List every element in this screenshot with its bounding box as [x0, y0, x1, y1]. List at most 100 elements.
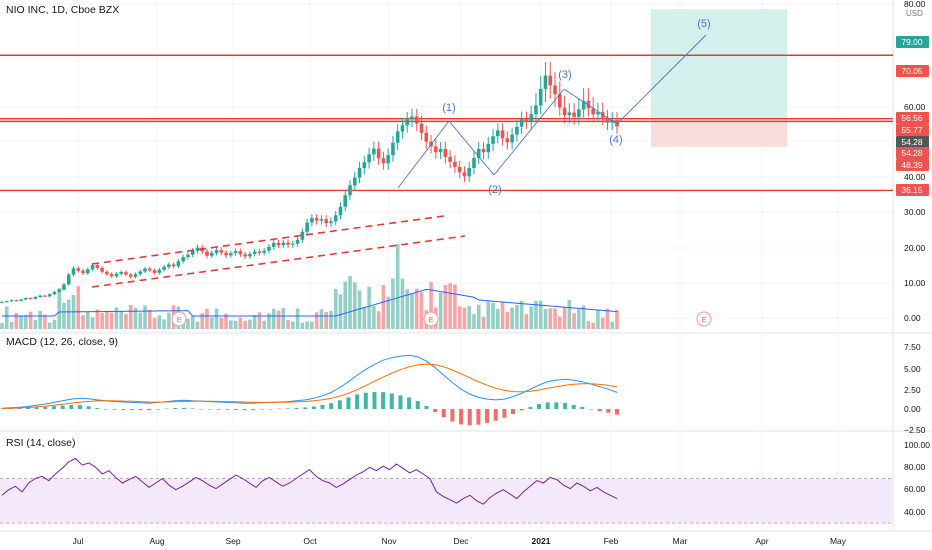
volume-bar [233, 320, 238, 329]
volume-bar [462, 307, 467, 329]
macd-histogram-bar [450, 409, 455, 422]
price-level-badge [896, 65, 929, 77]
volume-bar [209, 317, 214, 329]
macd-title: MACD (12, 26, close, 9) [6, 336, 119, 348]
price-level-badge [896, 136, 929, 148]
macd-histogram-bar [467, 409, 472, 426]
candle-body [538, 88, 543, 106]
volume-bar [76, 286, 81, 329]
candle-body [362, 162, 367, 168]
candle-body [591, 108, 595, 115]
candle-body [467, 168, 472, 177]
wave-line [397, 120, 450, 189]
candle-body [162, 266, 166, 270]
wave-label: (5) [697, 18, 710, 30]
candle-body [557, 94, 562, 108]
volume-bar [472, 313, 476, 329]
volume-bar [352, 282, 357, 329]
candle-body [9, 300, 14, 302]
volume-bar [109, 312, 114, 329]
candle-body [0, 301, 4, 303]
volume-bar [615, 309, 619, 329]
candle-body [357, 168, 362, 178]
volume-bar [543, 308, 548, 329]
volume-bar [9, 321, 14, 329]
volume-bar [286, 319, 290, 329]
macd-histogram-bar [528, 406, 533, 409]
candle-body [333, 215, 338, 222]
candle-body [453, 161, 457, 167]
volume-bar [610, 321, 615, 329]
volume-bar [562, 307, 567, 329]
macd-histogram-bar [129, 409, 134, 411]
volume-bar [38, 310, 42, 329]
volume-ma-line [2, 288, 618, 317]
volume-bar [338, 294, 343, 329]
macd-histogram-bar [164, 408, 169, 410]
candle-body [205, 251, 209, 256]
volume-bar [343, 281, 348, 329]
price-tick-label: 30.00 [904, 207, 926, 217]
candle-body [462, 172, 467, 177]
volume-bar [362, 307, 367, 329]
volume-bar [467, 306, 472, 329]
rsi-title: RSI (14, close) [6, 437, 76, 449]
candle-body [305, 222, 309, 232]
candle-body [329, 221, 333, 224]
rsi-tick-label: 40.00 [904, 507, 926, 517]
channel-lower [91, 235, 466, 288]
candle-body [419, 123, 424, 133]
macd-histogram-bar [181, 407, 186, 409]
volume-bar [66, 299, 71, 329]
candle-body [543, 75, 548, 89]
macd-histogram-bar [95, 408, 100, 409]
volume-bar [476, 304, 481, 329]
volume-bar [186, 318, 190, 329]
macd-histogram-bar [199, 408, 204, 410]
volume-bar [152, 317, 157, 329]
volume-bar [314, 312, 319, 329]
volume-bar [267, 313, 271, 329]
wave-line [563, 88, 618, 125]
volume-bar [586, 321, 591, 329]
candle-body [238, 251, 243, 255]
x-tick-label: Mar [673, 536, 688, 546]
macd-histogram-bar [207, 409, 212, 410]
macd-histogram-bar [346, 397, 351, 409]
macd-histogram-bar [433, 409, 438, 412]
candle-body [262, 250, 267, 253]
earnings-marker-icon [696, 311, 712, 327]
candle-body [14, 300, 19, 302]
candle-body [271, 242, 276, 247]
volume-bar [224, 313, 228, 329]
candle-body [57, 289, 62, 292]
price-level-label: 54.28 [901, 137, 923, 147]
wave-label: (1) [442, 102, 455, 114]
earnings-marker-icon [423, 311, 439, 327]
candle-body [233, 251, 238, 254]
volume-bar [14, 312, 19, 329]
macd-histogram-bar [424, 405, 429, 409]
candle-body [395, 131, 400, 143]
macd-histogram-bar [17, 408, 22, 409]
candle-body [391, 142, 395, 156]
volume-bar [605, 308, 610, 329]
macd-tick-label: 2.50 [904, 385, 921, 395]
candle-body [572, 112, 576, 117]
volume-bar [381, 285, 386, 329]
macd-histogram-bar [303, 407, 308, 409]
candle-body [128, 274, 133, 277]
volume-bar [119, 310, 123, 329]
volume-bar [28, 311, 33, 329]
volume-bar [105, 311, 109, 329]
candle-body [291, 243, 295, 245]
candle-body [62, 284, 66, 290]
candle-body [124, 272, 128, 275]
macd-histogram-bar [285, 408, 290, 409]
candle-body [171, 264, 176, 267]
macd-histogram-bar [398, 395, 403, 409]
candle-body [605, 117, 610, 123]
candle-body [343, 195, 348, 207]
macd-histogram-bar [329, 403, 334, 409]
